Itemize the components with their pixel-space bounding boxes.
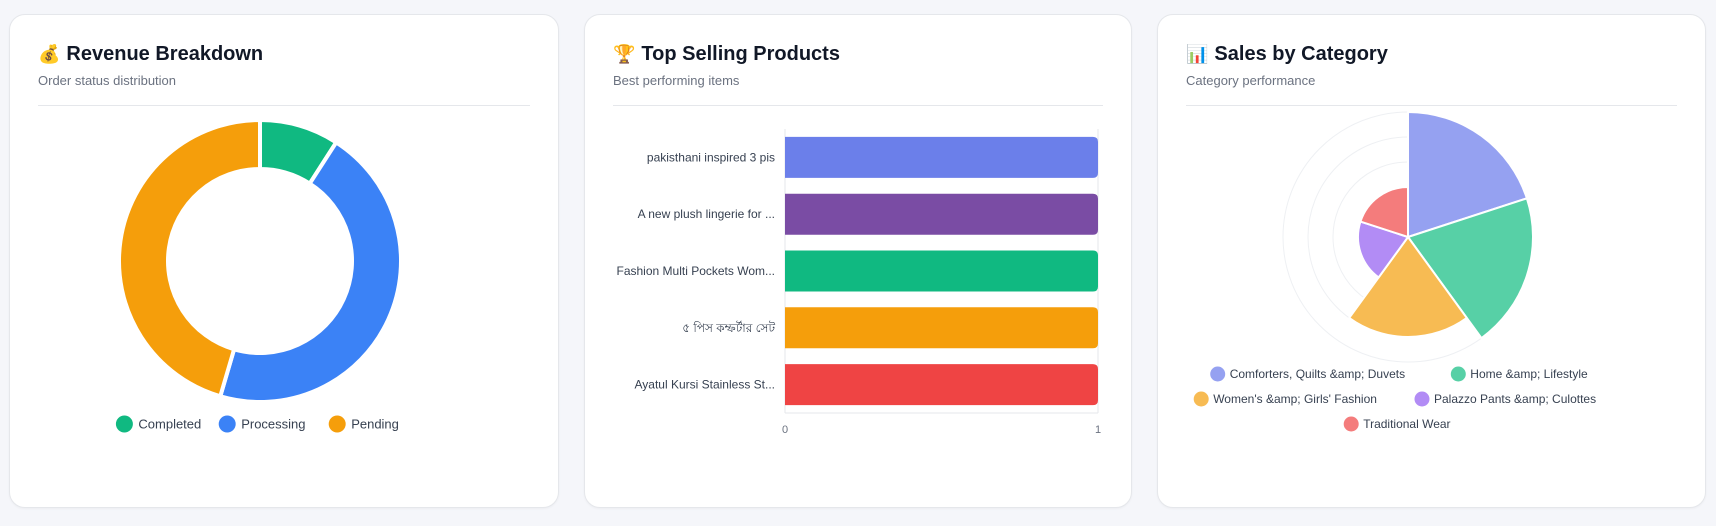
top-products-title-text: Top Selling Products: [641, 43, 840, 65]
legend-swatch: [1414, 391, 1430, 407]
legend-label: Traditional Wear: [1363, 417, 1450, 431]
category-card-subtitle: Category performance: [1186, 73, 1316, 88]
polar-slice-comforters-quilts-and-duvets[interactable]: [1407, 111, 1528, 238]
legend-label: Comforters, Quilts &amp; Duvets: [1230, 367, 1405, 381]
bar-3[interactable]: [785, 250, 1098, 292]
category-polar-area-chart: Comforters, Quilts &amp; Duvets Home &amp…: [1193, 111, 1597, 432]
legend-item-palazzo-pants-and-culottes[interactable]: Palazzo Pants &amp; Culottes: [1414, 391, 1597, 407]
legend-item-traditional-wear[interactable]: Traditional Wear: [1343, 416, 1451, 432]
polar-slice-traditional-wear[interactable]: [1359, 186, 1409, 238]
revenue-doughnut-chart: Completed Processing Pending: [115, 118, 403, 433]
legend-item-home-and-lifestyle[interactable]: Home &amp; Lifestyle: [1450, 366, 1588, 382]
top-products-card-divider: [613, 105, 1103, 106]
bar-2[interactable]: [785, 193, 1098, 235]
bar-category-label: Fashion Multi Pockets Wom...: [617, 264, 776, 278]
bar-category-label: Ayatul Kursi Stainless St...: [634, 378, 775, 392]
top-products-card-title: 🏆 Top Selling Products: [613, 43, 840, 66]
polar-slice-home-and-lifestyle[interactable]: [1407, 197, 1534, 340]
bar-category-label: A new plush lingerie for ...: [638, 207, 775, 221]
legend-swatch: [218, 415, 236, 433]
legend-swatch: [1343, 416, 1359, 432]
doughnut-slice-pending[interactable]: [117, 118, 262, 399]
top-selling-products-card: 🏆 Top Selling Products Best performing it…: [584, 14, 1132, 508]
bar-1[interactable]: [785, 136, 1098, 178]
bar-4[interactable]: [785, 307, 1098, 349]
doughnut-slices: [117, 118, 403, 404]
category-card-title: 📊 Sales by Category: [1186, 43, 1388, 66]
legend-item-women-s-and-girls-fashion[interactable]: Women's &amp; Girls' Fashion: [1193, 391, 1377, 407]
legend-label: Home &amp; Lifestyle: [1470, 367, 1588, 381]
top-products-card-subtitle: Best performing items: [613, 73, 740, 88]
legend-item-completed[interactable]: Completed: [115, 415, 201, 433]
polar-slice-women-s-and-girls-fashion[interactable]: [1348, 236, 1468, 338]
legend-swatch: [1210, 366, 1226, 382]
doughnut-legend: Completed Processing Pending: [115, 415, 399, 433]
bar-chart-icon: 📊: [1186, 44, 1209, 64]
legend-item-comforters-quilts-and-duvets[interactable]: Comforters, Quilts &amp; Duvets: [1210, 366, 1405, 382]
bar-5[interactable]: [785, 364, 1098, 406]
top-products-bar-chart: pakisthani inspired 3 pis A new plush lin…: [617, 129, 1101, 436]
legend-swatch: [1450, 366, 1466, 382]
polar-legend: Comforters, Quilts &amp; Duvets Home &amp…: [1193, 366, 1597, 432]
category-title-text: Sales by Category: [1214, 43, 1388, 65]
legend-swatch: [115, 415, 133, 433]
trophy-icon: 🏆: [613, 44, 636, 64]
category-card-divider: [1186, 105, 1677, 106]
legend-label: Women's &amp; Girls' Fashion: [1213, 392, 1377, 406]
legend-swatch: [328, 415, 346, 433]
bar-category-label: ৫ পিস কম্ফর্টার সেট: [682, 321, 775, 335]
revenue-card-subtitle: Order status distribution: [38, 73, 177, 88]
legend-label: Processing: [241, 417, 305, 432]
legend-item-pending[interactable]: Pending: [328, 415, 399, 433]
revenue-title-text: Revenue Breakdown: [66, 43, 264, 65]
money-bag-icon: 💰: [38, 44, 61, 64]
x-tick-label: 1: [1095, 424, 1101, 436]
revenue-card-divider: [38, 105, 530, 106]
polar-slices: [1348, 111, 1534, 340]
revenue-card-title: 💰 Revenue Breakdown: [38, 43, 263, 66]
polar-slice-palazzo-pants-and-culottes[interactable]: [1357, 220, 1409, 279]
legend-label: Completed: [138, 417, 201, 432]
legend-swatch: [1193, 391, 1209, 407]
bar-category-label: pakisthani inspired 3 pis: [647, 150, 775, 164]
sales-by-category-card: 📊 Sales by Category Category performance …: [1157, 14, 1706, 508]
revenue-breakdown-card: 💰 Revenue Breakdown Order status distribu…: [9, 14, 559, 508]
legend-label: Pending: [351, 417, 399, 432]
x-tick-label: 0: [782, 424, 788, 436]
legend-item-processing[interactable]: Processing: [218, 415, 306, 433]
bars: pakisthani inspired 3 pis A new plush lin…: [617, 136, 1098, 406]
doughnut-slice-processing[interactable]: [218, 140, 403, 404]
legend-label: Palazzo Pants &amp; Culottes: [1434, 392, 1596, 406]
